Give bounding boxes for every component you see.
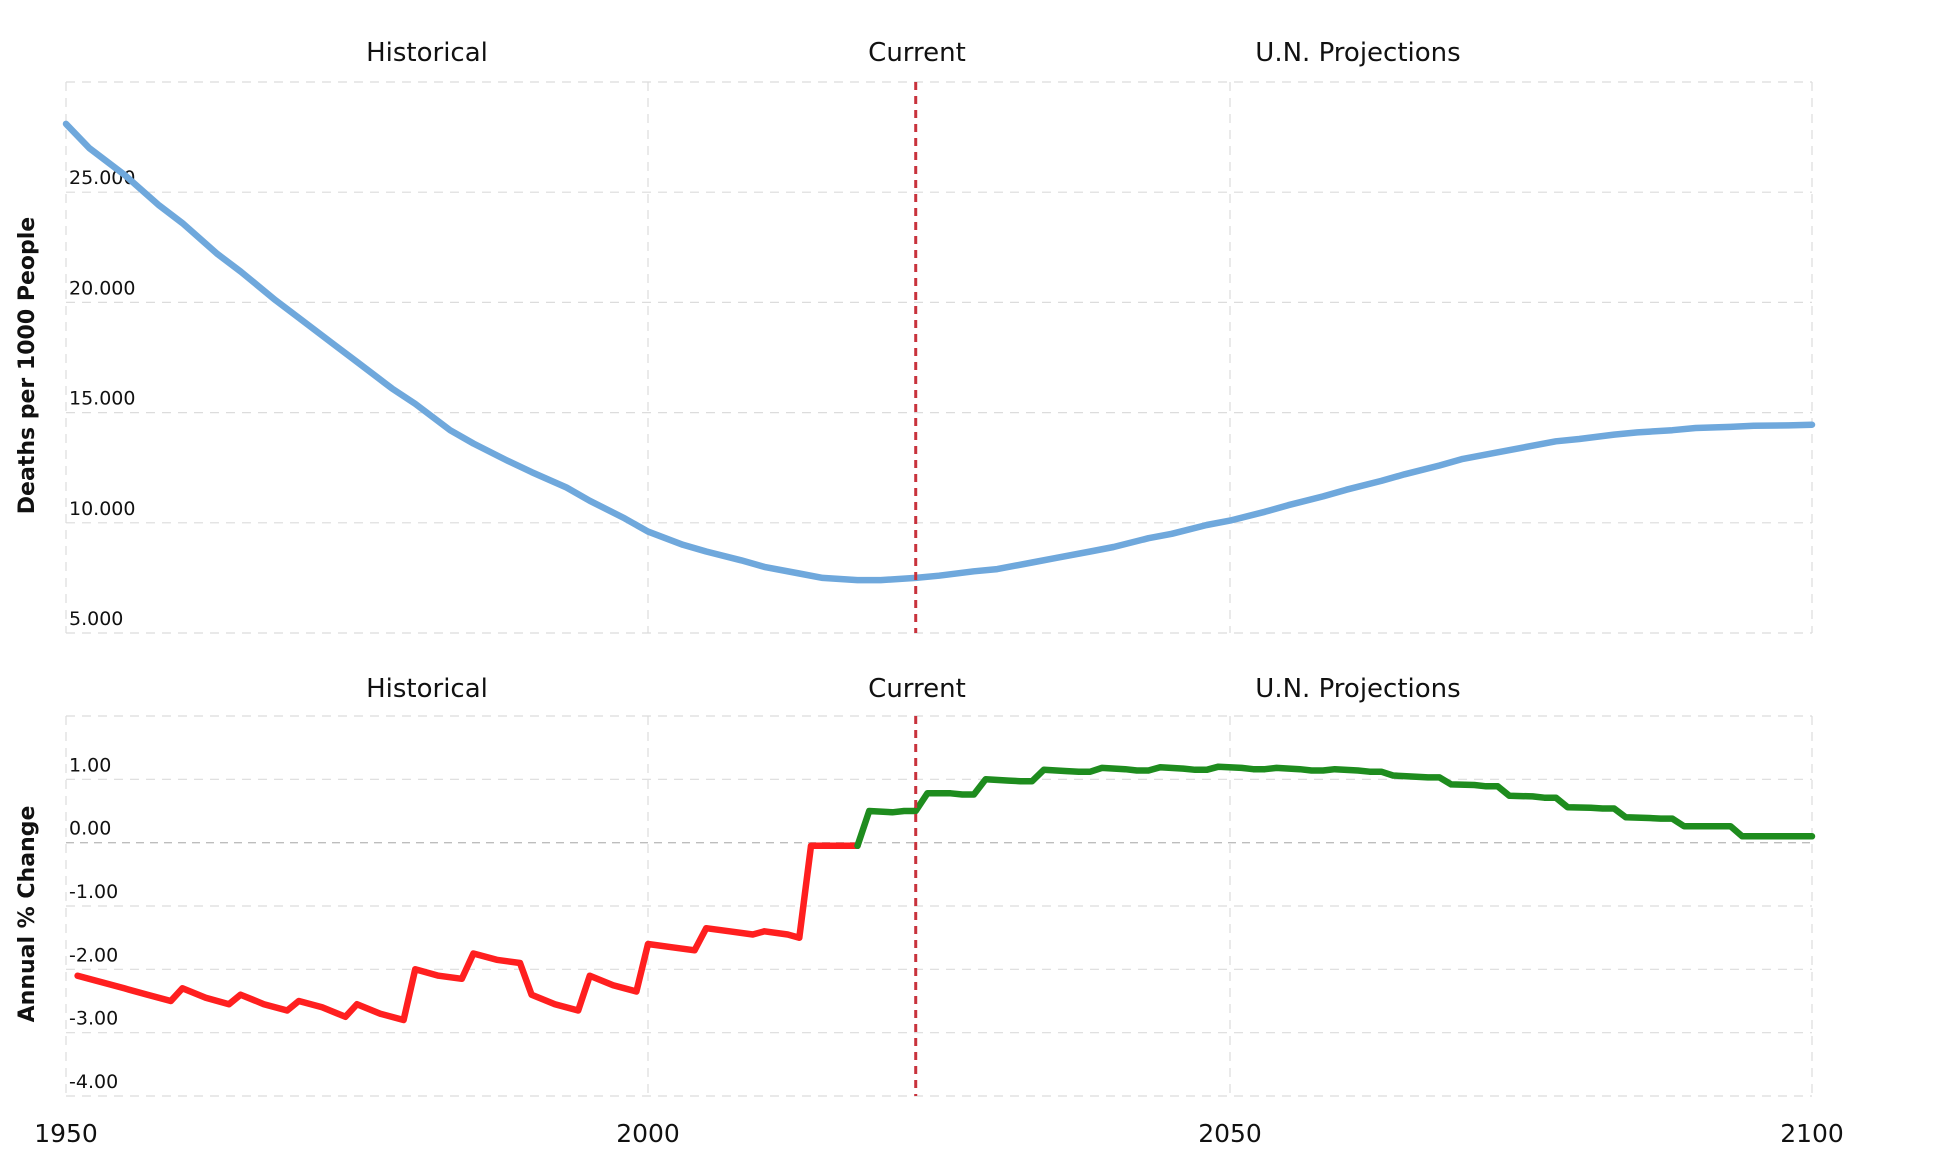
section-label-u-n-projections: U.N. Projections [1255,38,1460,68]
x-tick-label: 2000 [616,1119,680,1148]
y-tick-label: 1.00 [69,754,111,776]
section-label-current: Current [868,674,966,704]
y-axis-title: Deaths per 1000 People [15,217,40,514]
series-line-2 [854,763,1816,850]
y-tick-label: 20.000 [69,277,135,299]
y-tick-label: -4.00 [69,1071,118,1093]
series-line-1 [74,842,861,1024]
x-tick-label: 2100 [1780,1119,1844,1148]
section-label-current: Current [868,38,966,68]
x-tick-label: 1950 [34,1119,98,1148]
y-tick-label: -2.00 [69,944,118,966]
series-line-1 [62,120,1816,584]
panel-2: -4.00 -3.00 -2.00 -1.00 0.00 1.00 Annual % Cha… [15,674,1844,1148]
y-tick-label: 10.000 [69,498,135,520]
section-label-historical: Historical [366,38,488,68]
y-tick-label: -1.00 [69,881,118,903]
y-tick-label: 0.00 [69,818,111,840]
y-tick-label: -3.00 [69,1008,118,1030]
y-tick-label: 5.000 [69,608,123,630]
section-label-u-n-projections: U.N. Projections [1255,674,1460,704]
y-axis-title: Annual % Change [15,806,40,1023]
x-tick-label: 2050 [1198,1119,1262,1148]
section-label-historical: Historical [366,674,488,704]
y-tick-label: 15.000 [69,388,135,410]
